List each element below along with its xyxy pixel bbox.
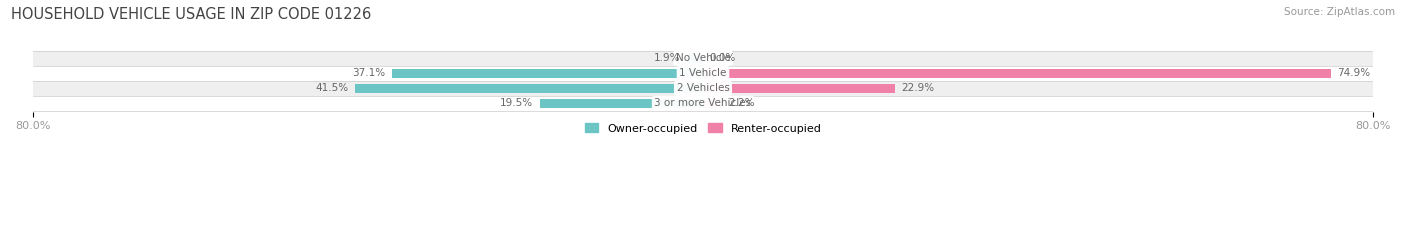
Text: 0.0%: 0.0% <box>710 53 735 63</box>
Text: 1 Vehicle: 1 Vehicle <box>679 68 727 78</box>
Bar <box>32 96 1374 111</box>
Text: HOUSEHOLD VEHICLE USAGE IN ZIP CODE 01226: HOUSEHOLD VEHICLE USAGE IN ZIP CODE 0122… <box>11 7 371 22</box>
Bar <box>392 69 703 78</box>
Bar <box>703 99 721 108</box>
Bar <box>688 54 703 63</box>
Bar <box>32 81 1374 96</box>
Bar <box>703 84 894 93</box>
Bar <box>356 84 703 93</box>
Bar <box>540 99 703 108</box>
Text: 2 Vehicles: 2 Vehicles <box>676 83 730 93</box>
Text: 3 or more Vehicles: 3 or more Vehicles <box>654 98 752 108</box>
Text: 74.9%: 74.9% <box>1337 68 1371 78</box>
Bar <box>32 51 1374 66</box>
Legend: Owner-occupied, Renter-occupied: Owner-occupied, Renter-occupied <box>581 119 825 138</box>
Text: Source: ZipAtlas.com: Source: ZipAtlas.com <box>1284 7 1395 17</box>
Text: 1.9%: 1.9% <box>654 53 681 63</box>
Bar <box>32 66 1374 81</box>
Bar <box>703 69 1330 78</box>
Text: No Vehicle: No Vehicle <box>675 53 731 63</box>
Text: 19.5%: 19.5% <box>499 98 533 108</box>
Text: 41.5%: 41.5% <box>315 83 349 93</box>
Text: 2.2%: 2.2% <box>728 98 755 108</box>
Text: 37.1%: 37.1% <box>353 68 385 78</box>
Text: 22.9%: 22.9% <box>901 83 935 93</box>
